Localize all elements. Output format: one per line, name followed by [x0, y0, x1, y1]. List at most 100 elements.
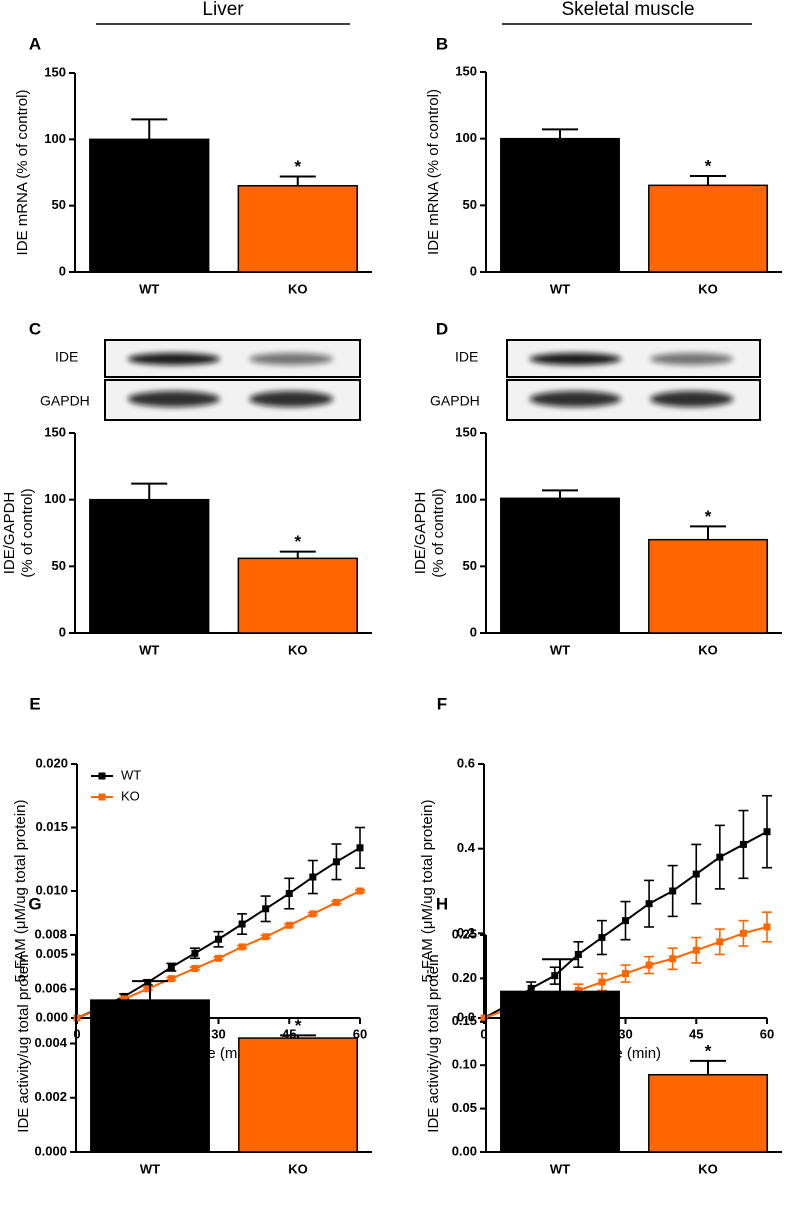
marker [285, 890, 293, 898]
column-header: Skeletal muscle [561, 0, 694, 20]
x-tick-label: 0 [480, 1026, 487, 1041]
marker [763, 828, 771, 836]
y-tick-label: 100 [44, 491, 66, 506]
marker [574, 951, 582, 958]
marker [716, 938, 724, 946]
blot-frame [104, 339, 361, 378]
y-tick-label: 100 [44, 131, 66, 146]
marker [332, 898, 340, 906]
marker [598, 934, 606, 942]
y-tick-label: 0.15 [452, 1013, 477, 1028]
marker [716, 853, 724, 861]
y-tick-label: 150 [455, 424, 477, 439]
bar [90, 999, 210, 1153]
marker [763, 923, 771, 931]
marker [215, 954, 222, 962]
marker [309, 910, 317, 918]
marker [238, 920, 246, 928]
marker [598, 978, 606, 986]
y-tick-label: 0.6 [457, 755, 475, 770]
marker [527, 984, 535, 992]
y-axis-label: (% of control) [430, 488, 447, 577]
y-tick-label: 0.000 [35, 1009, 68, 1024]
legend-marker [98, 793, 106, 801]
legend-marker [98, 772, 106, 780]
y-tick-label: 0.006 [34, 981, 67, 996]
column-header: Liver [202, 0, 244, 20]
x-tick-label: 30 [618, 1026, 632, 1041]
panel-label: G [28, 894, 41, 913]
x-tick-label: WT [139, 642, 159, 657]
marker [285, 921, 293, 929]
y-tick-label: 0 [470, 624, 477, 639]
x-tick-label: KO [288, 281, 308, 296]
y-tick-label: 0.10 [452, 1057, 477, 1072]
blot-label: IDE [55, 349, 78, 365]
marker [739, 929, 747, 937]
y-tick-label: 0.002 [34, 1089, 67, 1104]
y-tick-label: 0 [59, 263, 66, 278]
marker [356, 887, 364, 895]
marker [692, 870, 700, 878]
y-tick-label: 50 [52, 558, 66, 573]
marker [669, 887, 677, 895]
blot-label: GAPDH [430, 393, 480, 409]
significance-mark: * [295, 1016, 302, 1035]
y-tick-label: 150 [44, 64, 66, 79]
marker [739, 840, 747, 848]
bar [237, 557, 358, 634]
y-tick-label: 0 [59, 624, 66, 639]
y-tick-label: 100 [455, 130, 477, 145]
blot-band [649, 353, 734, 365]
y-tick-label: 50 [463, 197, 477, 212]
marker [622, 970, 629, 978]
x-tick-label: KO [288, 642, 308, 657]
bar [648, 538, 768, 634]
blot-frame [104, 379, 361, 421]
marker [480, 1014, 488, 1022]
y-tick-label: 0.004 [34, 1035, 67, 1050]
y-tick-label: 0.005 [35, 946, 68, 961]
x-tick-label: KO [288, 1161, 308, 1176]
significance-mark: * [705, 156, 712, 175]
x-tick-label: KO [698, 1161, 718, 1176]
significance-mark: * [705, 1041, 712, 1060]
panel-label: H [436, 894, 448, 913]
marker [215, 935, 222, 943]
blot-band [529, 391, 622, 407]
x-tick-label: WT [140, 1161, 160, 1176]
marker [167, 963, 175, 971]
blot-band [649, 391, 734, 407]
panel-label: C [29, 319, 41, 338]
blot-band [127, 391, 221, 407]
marker [309, 873, 317, 881]
bar [500, 137, 620, 273]
blot-frame [506, 379, 761, 421]
marker [669, 955, 677, 963]
x-tick-label: 60 [760, 1026, 774, 1041]
marker [692, 946, 700, 954]
panel-label: D [436, 319, 448, 338]
panel-label: A [29, 34, 41, 53]
bar [648, 184, 768, 273]
bar [500, 497, 620, 634]
marker [645, 900, 653, 908]
bar [89, 138, 210, 273]
marker [262, 933, 270, 941]
y-axis-label: IDE activity/ug total protein [425, 954, 442, 1132]
y-axis-label: 5-FAM (μM/ug total protein) [12, 800, 29, 983]
y-tick-label: 0.20 [452, 970, 477, 985]
x-tick-label: KO [698, 281, 718, 296]
bar [237, 185, 358, 273]
marker [144, 978, 152, 986]
y-axis-label: IDE mRNA (% of control) [425, 89, 442, 255]
panel-label: F [437, 694, 447, 713]
marker [144, 985, 152, 993]
marker [238, 943, 246, 951]
y-tick-label: 0.00 [452, 1143, 477, 1158]
y-tick-label: 0.25 [452, 926, 477, 941]
x-tick-label: WT [550, 1161, 570, 1176]
bar [238, 1037, 358, 1153]
panel-label: B [436, 34, 448, 53]
